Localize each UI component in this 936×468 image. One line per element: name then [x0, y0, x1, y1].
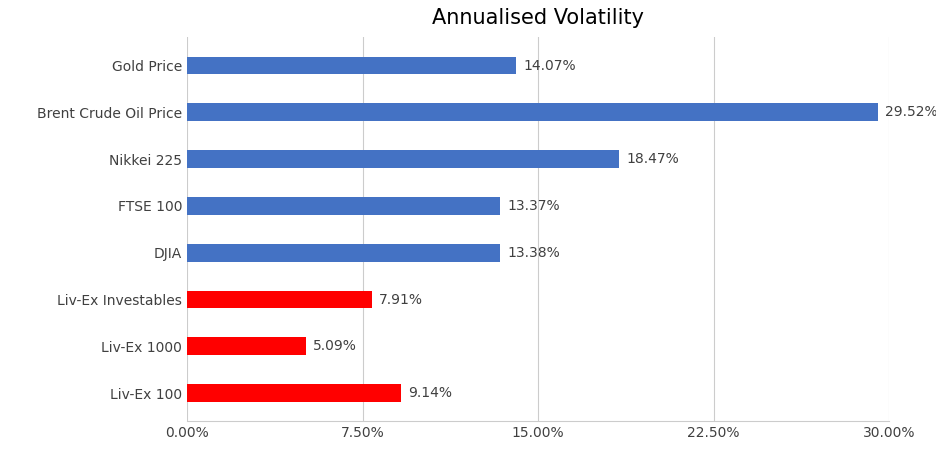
Bar [187, 57, 517, 74]
Bar [187, 103, 878, 121]
Text: 29.52%: 29.52% [885, 105, 936, 119]
Bar [187, 197, 500, 215]
Title: Annualised Volatility: Annualised Volatility [432, 7, 644, 28]
Text: 13.37%: 13.37% [507, 199, 560, 213]
Text: 9.14%: 9.14% [408, 386, 452, 400]
Bar [187, 291, 373, 308]
Text: 13.38%: 13.38% [507, 246, 560, 260]
Bar [187, 384, 402, 402]
Bar [187, 244, 500, 262]
Text: 18.47%: 18.47% [626, 152, 680, 166]
Bar [187, 337, 306, 355]
Text: 7.91%: 7.91% [379, 292, 423, 307]
Text: 5.09%: 5.09% [314, 339, 358, 353]
Bar [187, 150, 620, 168]
Text: 14.07%: 14.07% [523, 58, 576, 73]
